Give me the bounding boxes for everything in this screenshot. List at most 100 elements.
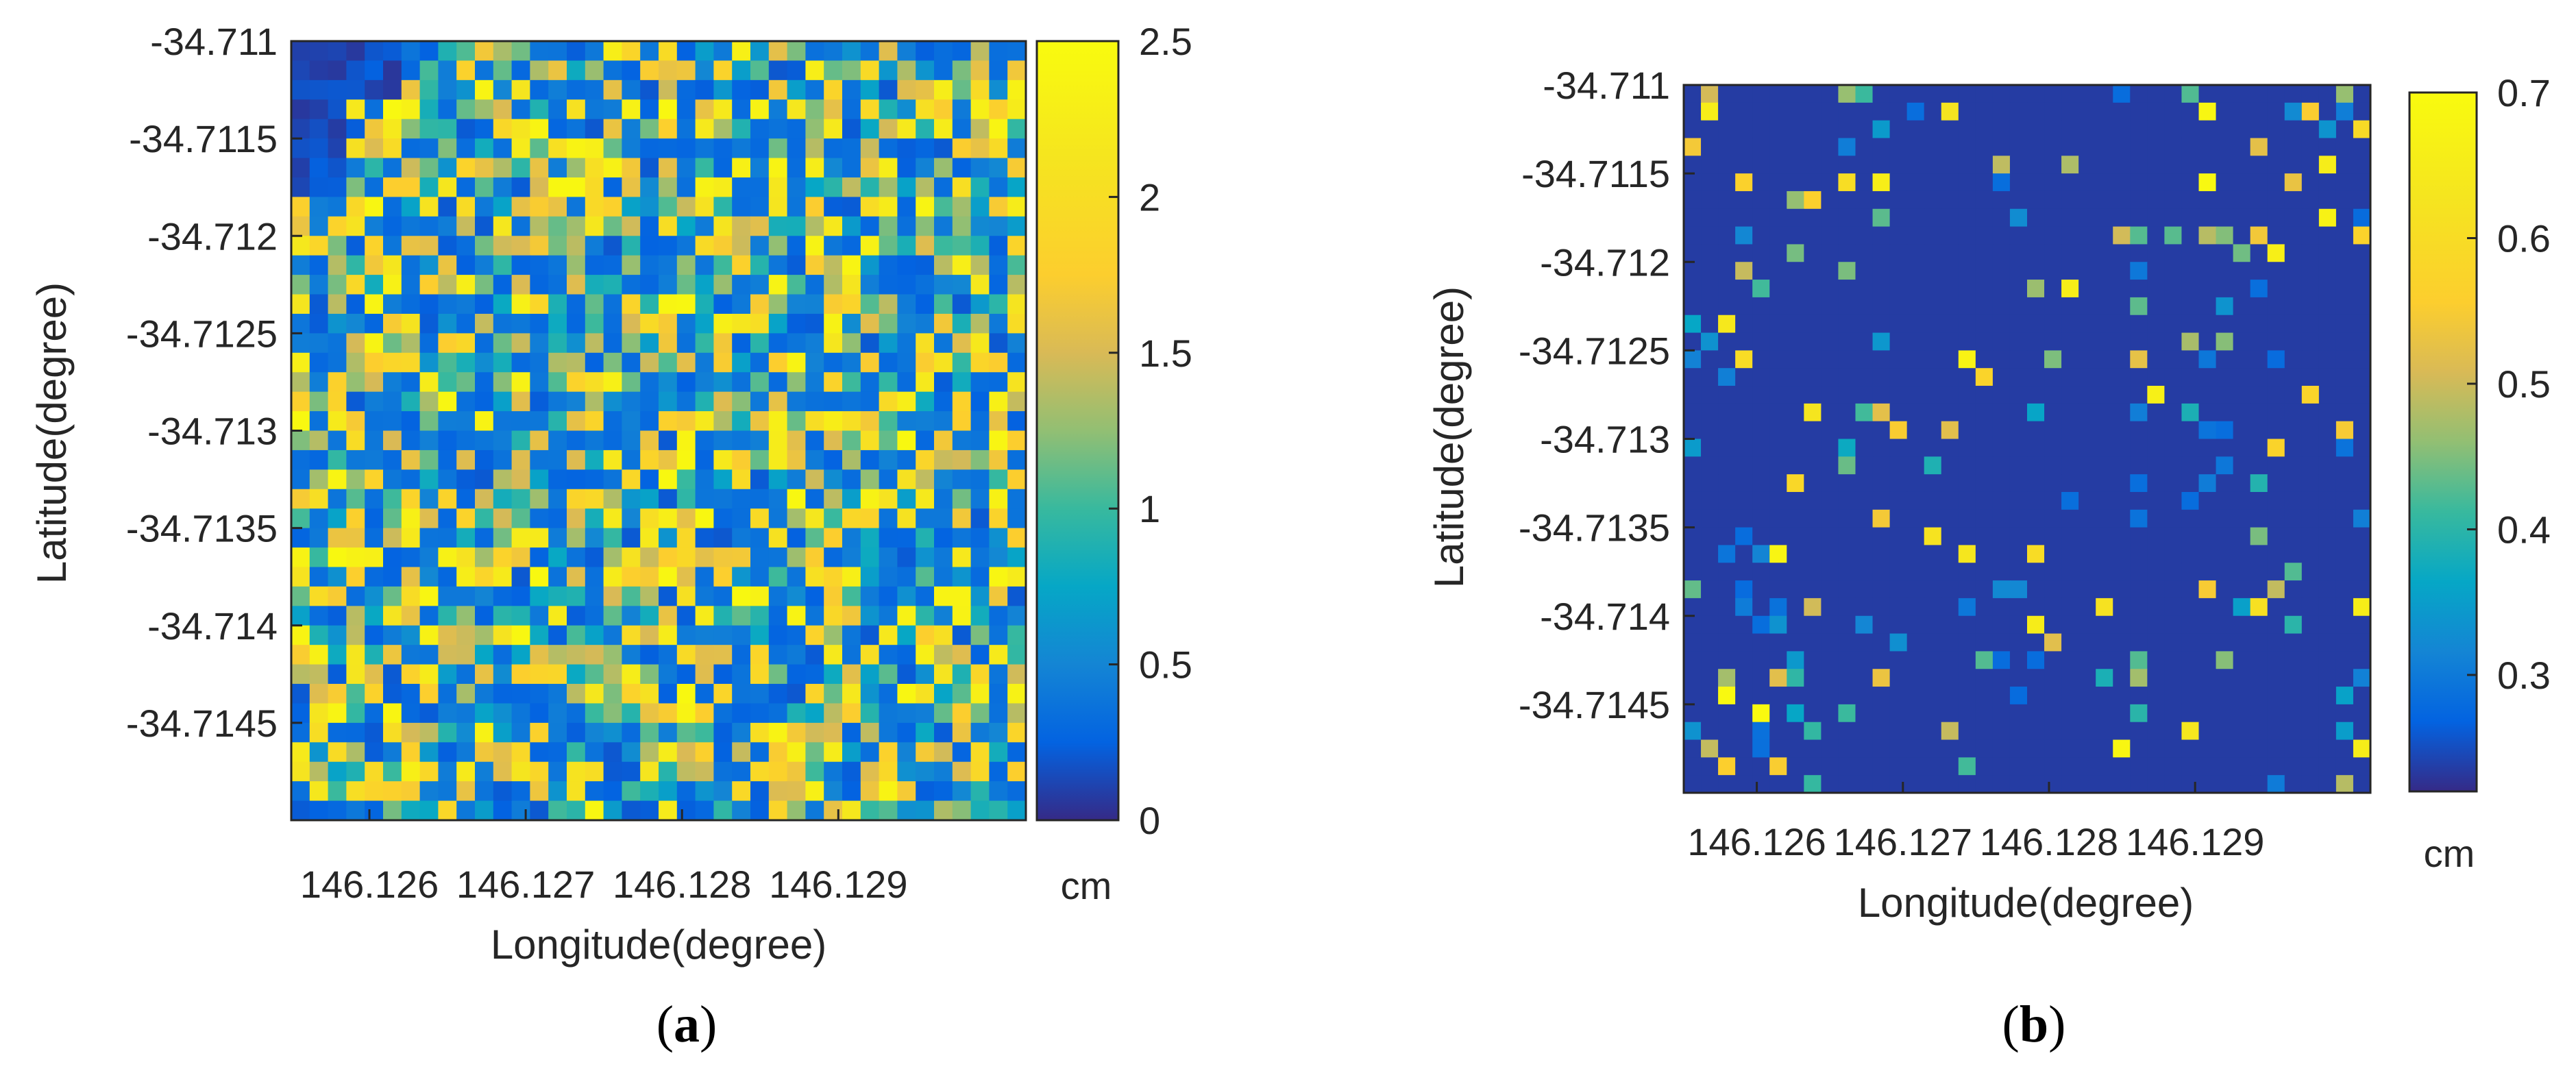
- heatmap-cell: [511, 138, 530, 159]
- heatmap-cell: [916, 391, 935, 412]
- heatmap-cell: [1992, 120, 2011, 139]
- heatmap-cell: [897, 119, 916, 139]
- heatmap-cell: [842, 528, 861, 548]
- heatmap-cell: [475, 664, 494, 685]
- heatmap-cell: [2164, 704, 2183, 723]
- heatmap-cell: [879, 703, 898, 724]
- heatmap-cell: [530, 138, 549, 159]
- heatmap-cell: [511, 469, 530, 490]
- heatmap-cell: [530, 411, 549, 432]
- heatmap-cell: [2164, 262, 2183, 280]
- heatmap-cell: [659, 411, 678, 432]
- heatmap-cell: [567, 60, 586, 81]
- heatmap-cell: [2078, 226, 2096, 245]
- x-axis-label-a: Longitude(degree): [491, 922, 826, 968]
- heatmap-cell: [2181, 669, 2200, 687]
- heatmap-cell: [750, 60, 770, 81]
- heatmap-cell: [952, 99, 972, 120]
- heatmap-cell: [2147, 757, 2165, 776]
- heatmap-cell: [309, 41, 329, 62]
- heatmap-cell: [2044, 297, 2062, 316]
- heatmap-cell: [365, 684, 384, 704]
- heatmap-cell: [1752, 244, 1770, 262]
- heatmap-cell: [1958, 669, 1976, 687]
- heatmap-cell: [438, 625, 457, 645]
- heatmap-cell: [291, 391, 310, 412]
- heatmap-cell: [1718, 156, 1736, 174]
- heatmap-cell: [438, 528, 457, 548]
- heatmap-cell: [2130, 527, 2148, 546]
- heatmap-cell: [548, 60, 567, 81]
- heatmap-cell: [2250, 739, 2268, 758]
- heatmap-cell: [824, 800, 843, 821]
- heatmap-cell: [2078, 615, 2096, 635]
- heatmap-cell: [456, 430, 476, 451]
- heatmap-cell: [309, 255, 329, 275]
- heatmap-cell: [1804, 687, 1821, 705]
- heatmap-cell: [1924, 280, 1942, 298]
- heatmap-cell: [1924, 580, 1942, 599]
- heatmap-cell: [1941, 138, 1959, 156]
- heatmap-cell: [567, 236, 586, 256]
- heatmap-cell: [1804, 757, 1821, 776]
- heatmap-cell: [916, 469, 935, 490]
- heatmap-cell: [2181, 421, 2200, 440]
- heatmap-cell: [603, 625, 622, 645]
- heatmap-cell: [567, 703, 586, 724]
- heatmap-cell: [2113, 739, 2131, 758]
- heatmap-cell: [659, 255, 678, 275]
- heatmap-cell: [750, 722, 770, 743]
- heatmap-cell: [2233, 332, 2251, 351]
- heatmap-cell: [2130, 633, 2148, 652]
- heatmap-cell: [2009, 757, 2028, 776]
- heatmap-cell: [970, 528, 990, 548]
- heatmap-cell: [383, 664, 402, 685]
- heatmap-cell: [530, 469, 549, 490]
- heatmap-cell: [713, 800, 733, 821]
- heatmap-cell: [1958, 190, 1976, 210]
- heatmap-cell: [2284, 722, 2303, 741]
- heatmap-cell: [530, 79, 549, 100]
- heatmap-cell: [842, 508, 861, 529]
- heatmap-cell: [805, 313, 824, 334]
- heatmap-cell: [2078, 439, 2096, 457]
- heatmap-cell: [952, 664, 972, 685]
- heatmap-cell: [768, 761, 788, 782]
- heatmap-cell: [2267, 775, 2285, 793]
- heatmap-cell: [1684, 173, 1702, 192]
- heatmap-cell: [897, 411, 916, 432]
- heatmap-cell: [438, 177, 457, 198]
- heatmap-cell: [1684, 651, 1702, 669]
- heatmap-cell: [328, 352, 347, 373]
- heatmap-cell: [2353, 403, 2371, 422]
- heatmap-cell: [2096, 280, 2113, 298]
- heatmap-cell: [713, 703, 733, 724]
- heatmap-cell: [309, 567, 329, 587]
- heatmap-cell: [1701, 722, 1719, 741]
- heatmap-cell: [1924, 598, 1942, 617]
- heatmap-cell: [952, 606, 972, 626]
- heatmap-cell: [365, 430, 384, 451]
- heatmap-cell: [401, 138, 421, 159]
- heatmap-cell: [1007, 469, 1027, 490]
- heatmap-cell: [2130, 474, 2148, 493]
- heatmap-cell: [1906, 651, 1925, 669]
- heatmap-cell: [2044, 315, 2062, 334]
- heatmap-cell: [897, 547, 916, 568]
- heatmap-cell: [842, 664, 861, 685]
- heatmap-cell: [511, 450, 530, 470]
- heatmap-cell: [1787, 509, 1804, 528]
- heatmap-cell: [1821, 633, 1839, 652]
- heatmap-cell: [2284, 262, 2303, 280]
- heatmap-cell: [346, 489, 365, 509]
- heatmap-cell: [879, 528, 898, 548]
- heatmap-cell: [750, 333, 770, 354]
- heatmap-cell: [493, 372, 513, 393]
- heatmap-cell: [732, 586, 751, 606]
- heatmap-cell: [2009, 421, 2028, 440]
- heatmap-cell: [622, 391, 641, 412]
- heatmap-cell: [548, 138, 567, 159]
- heatmap-cell: [383, 352, 402, 373]
- heatmap-cell: [1906, 527, 1925, 546]
- heatmap-cell: [934, 567, 953, 587]
